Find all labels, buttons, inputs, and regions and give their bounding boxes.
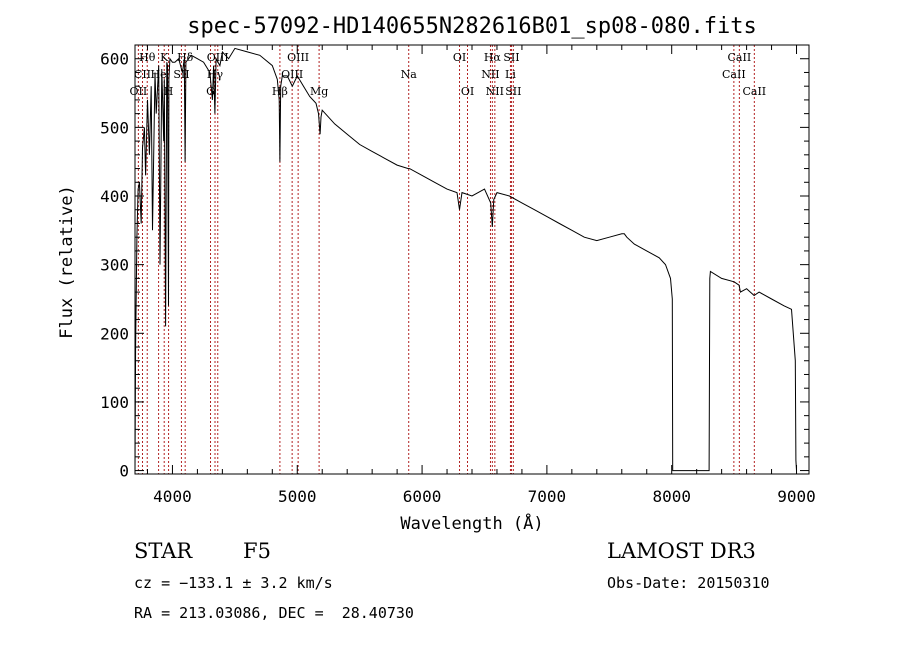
line-label: OIII [207,51,229,64]
line-label: He [151,68,167,81]
y-tick-label: 400 [100,187,129,206]
spectrum-line [134,47,797,472]
series-layer [134,47,797,472]
line-markers [137,45,755,474]
line-label: Hδ [177,51,194,64]
line-label: CaII [722,68,746,81]
object-subclass: F5 [243,539,271,563]
line-label: CII [134,68,151,81]
line-label: SII [505,85,521,98]
y-axis-label: Flux (relative) [57,185,77,339]
x-tick-label: 5000 [278,487,317,506]
plot-frame [134,44,810,475]
x-tick-label: 7000 [528,487,567,506]
line-label: Mg [310,85,328,98]
ra-dec: RA = 213.03086, DEC = 28.40730 [134,604,414,622]
line-label: OII [130,85,148,98]
line-labels: Hθ CII OII K He H Hδ SII G Hγ OIII OIII OIII Hβ Mg Na OI… [130,51,767,98]
obs-date: Obs-Date: 20150310 [607,574,770,592]
line-label: Hγ [207,68,224,81]
line-label: OI [453,51,466,64]
line-label: Na [401,68,418,81]
line-label: CaII [728,51,752,64]
line-label: Hθ [139,51,156,64]
redshift-cz: cz = −133.1 ± 3.2 km/s [134,574,333,592]
line-label: NII [481,68,499,81]
y-tick-label: 600 [100,50,129,69]
line-label: OI [461,85,474,98]
line-label: CaII [742,85,766,98]
line-label: SII [173,68,189,81]
line-label: Hα [484,51,502,64]
x-tick-label: 9000 [777,487,816,506]
y-tick-label: 300 [100,256,129,275]
line-label: OIII [287,51,309,64]
x-axis-label: Wavelength (Å) [400,512,543,534]
line-label: NII [486,85,504,98]
x-tick-label: 8000 [652,487,691,506]
line-label: Hβ [272,85,288,98]
line-label: OIII [281,68,303,81]
survey-name: LAMOST DR3 [607,539,756,563]
line-label: K [160,51,169,64]
x-tick-label: 6000 [403,487,442,506]
line-label: Li [505,68,516,81]
axis-ticks: 4000 5000 6000 7000 8000 9000 0 100 200 300 400 500… [100,45,816,506]
y-tick-label: 200 [100,324,129,343]
chart-title: spec-57092-HD140655N282616B01_sp08-080.f… [187,14,757,39]
y-tick-label: 0 [119,462,129,481]
y-tick-label: 100 [100,393,129,412]
line-label: G [206,85,215,98]
y-tick-label: 500 [100,118,129,137]
line-label: SII [503,51,519,64]
object-class: STAR [134,539,193,563]
x-tick-label: 4000 [153,487,192,506]
line-label: H [164,85,174,98]
